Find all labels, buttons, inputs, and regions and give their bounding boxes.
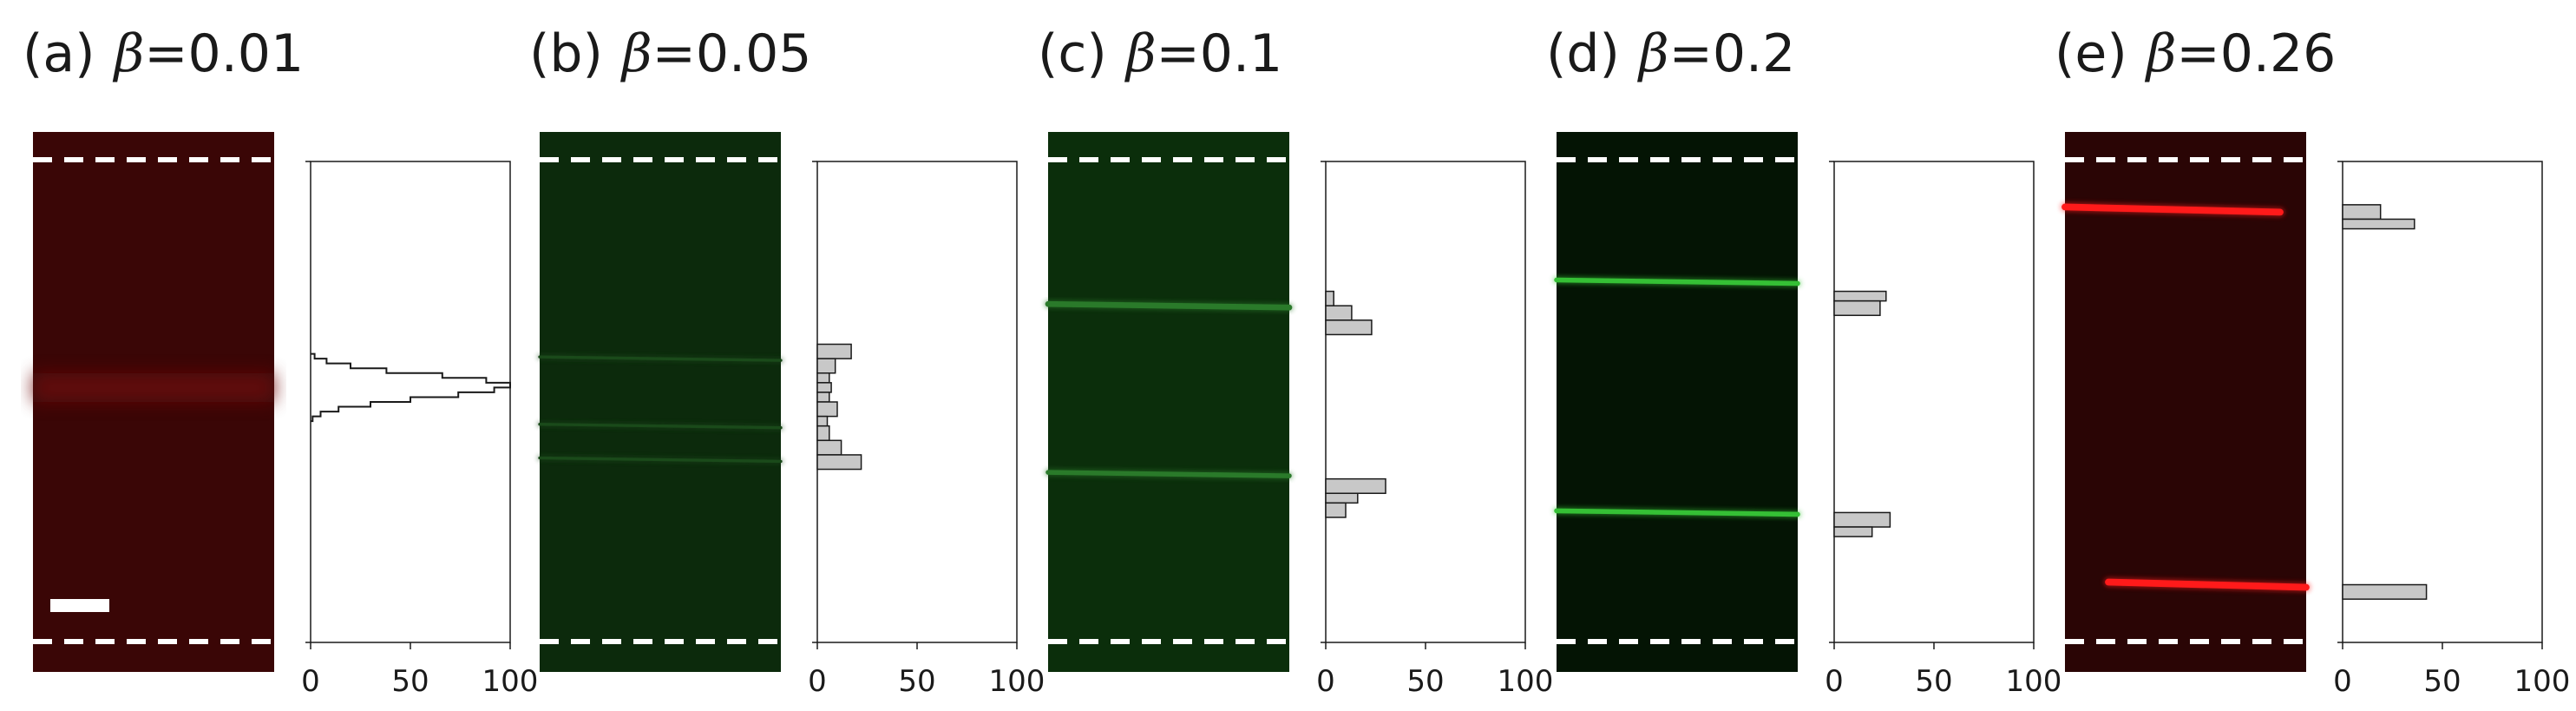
- micrograph-image: [1557, 132, 1798, 672]
- micrograph-image: [1048, 132, 1289, 672]
- beta-symbol: β: [2145, 23, 2177, 84]
- filament-line: [1554, 508, 1800, 517]
- histogram-bar: [816, 358, 836, 374]
- filament-line: [1554, 277, 1800, 286]
- x-tick-label: 0: [808, 664, 827, 699]
- histogram-bar: [816, 415, 829, 427]
- filament-line: [2061, 203, 2284, 216]
- panel-title: (a) β=0.01: [23, 23, 304, 84]
- histogram-frame: [816, 161, 1018, 643]
- filament-line: [2105, 578, 2310, 591]
- histogram-frame: [2342, 161, 2543, 643]
- panel-title: (c) β=0.1: [1038, 23, 1282, 84]
- x-tick-label: 100: [2006, 664, 2062, 699]
- x-tick-label: 0: [2333, 664, 2352, 699]
- scale-bar: [50, 599, 109, 612]
- panel-title: (b) β=0.05: [529, 23, 811, 84]
- histogram-bar: [1833, 511, 1891, 528]
- histogram-bar: [2342, 218, 2415, 230]
- histogram-bar: [1325, 492, 1359, 504]
- beta-value: =0.26: [2176, 23, 2336, 84]
- filament-line: [33, 372, 274, 402]
- histogram-bar: [2342, 204, 2382, 221]
- micrograph-image: [540, 132, 781, 672]
- x-tick-label: 50: [391, 664, 429, 699]
- x-tick-label: 50: [2423, 664, 2461, 699]
- panel-title: (d) β=0.2: [1546, 23, 1795, 84]
- histogram-bar: [816, 425, 830, 442]
- x-tick-label: 0: [1316, 664, 1335, 699]
- histogram-bar: [1833, 526, 1873, 537]
- x-tick-label: 100: [482, 664, 539, 699]
- histogram-bar: [816, 454, 862, 471]
- filament-line: [538, 456, 783, 464]
- histogram-bar: [1325, 477, 1386, 495]
- histogram-bar: [1833, 290, 1887, 302]
- panel-letter: (b): [529, 23, 603, 84]
- x-tick-label: 100: [2514, 664, 2571, 699]
- beta-value: =0.01: [144, 23, 304, 84]
- histogram-bar: [816, 382, 832, 393]
- panel-letter: (d): [1546, 23, 1620, 84]
- histogram-bar: [816, 372, 830, 384]
- panel-1: (a) β=0.01 0 50 100: [23, 23, 538, 699]
- beta-symbol: β: [1637, 23, 1669, 84]
- histogram-bar: [816, 343, 852, 359]
- histogram-bar: [1325, 305, 1353, 321]
- x-tick-label: 50: [898, 664, 935, 699]
- panel-4: (d) β=0.2 0 50 100: [1546, 23, 2061, 699]
- panel-2: (b) β=0.05 0 50 100: [529, 23, 1045, 699]
- beta-symbol: β: [1124, 23, 1157, 84]
- histogram-bar: [816, 401, 838, 418]
- filament-line: [1045, 470, 1292, 478]
- beta-value: =0.1: [1157, 23, 1283, 84]
- x-tick-label: 50: [1406, 664, 1444, 699]
- beta-value: =0.05: [652, 23, 812, 84]
- x-tick-label: 100: [989, 664, 1045, 699]
- x-tick-label: 0: [301, 664, 320, 699]
- histogram-bar: [1833, 300, 1881, 317]
- panels: (a) β=0.010 50 100(b) β=0.050 50 100(c) β=0.10 5…: [23, 23, 2570, 699]
- histogram-bar: [816, 439, 842, 456]
- panel-3: (c) β=0.1 0 50 100: [1038, 23, 1553, 699]
- filament-line: [1045, 300, 1293, 311]
- histogram-bar: [816, 392, 830, 403]
- beta-symbol: β: [620, 23, 652, 84]
- filament-line: [538, 423, 783, 430]
- histogram-frame: [1325, 161, 1526, 643]
- filament-line: [538, 355, 783, 362]
- histogram-bar: [1325, 502, 1347, 518]
- panel-letter: (e): [2055, 23, 2127, 84]
- histogram-frame: [1833, 161, 2035, 643]
- x-tick-label: 0: [1825, 664, 1844, 699]
- panel-5: (e) β=0.26 0 50 100: [2055, 23, 2570, 699]
- histogram-step-line: [311, 352, 511, 423]
- x-tick-label: 100: [1498, 664, 1554, 699]
- histogram-bar: [1325, 290, 1334, 306]
- histogram-bar: [2342, 583, 2428, 600]
- x-tick-label: 50: [1915, 664, 1952, 699]
- panel-letter: (c): [1038, 23, 1107, 84]
- histogram-bar: [1325, 319, 1373, 336]
- beta-value: =0.2: [1669, 23, 1796, 84]
- panel-title: (e) β=0.26: [2055, 23, 2336, 84]
- panel-letter: (a): [23, 23, 95, 84]
- beta-symbol: β: [113, 23, 145, 84]
